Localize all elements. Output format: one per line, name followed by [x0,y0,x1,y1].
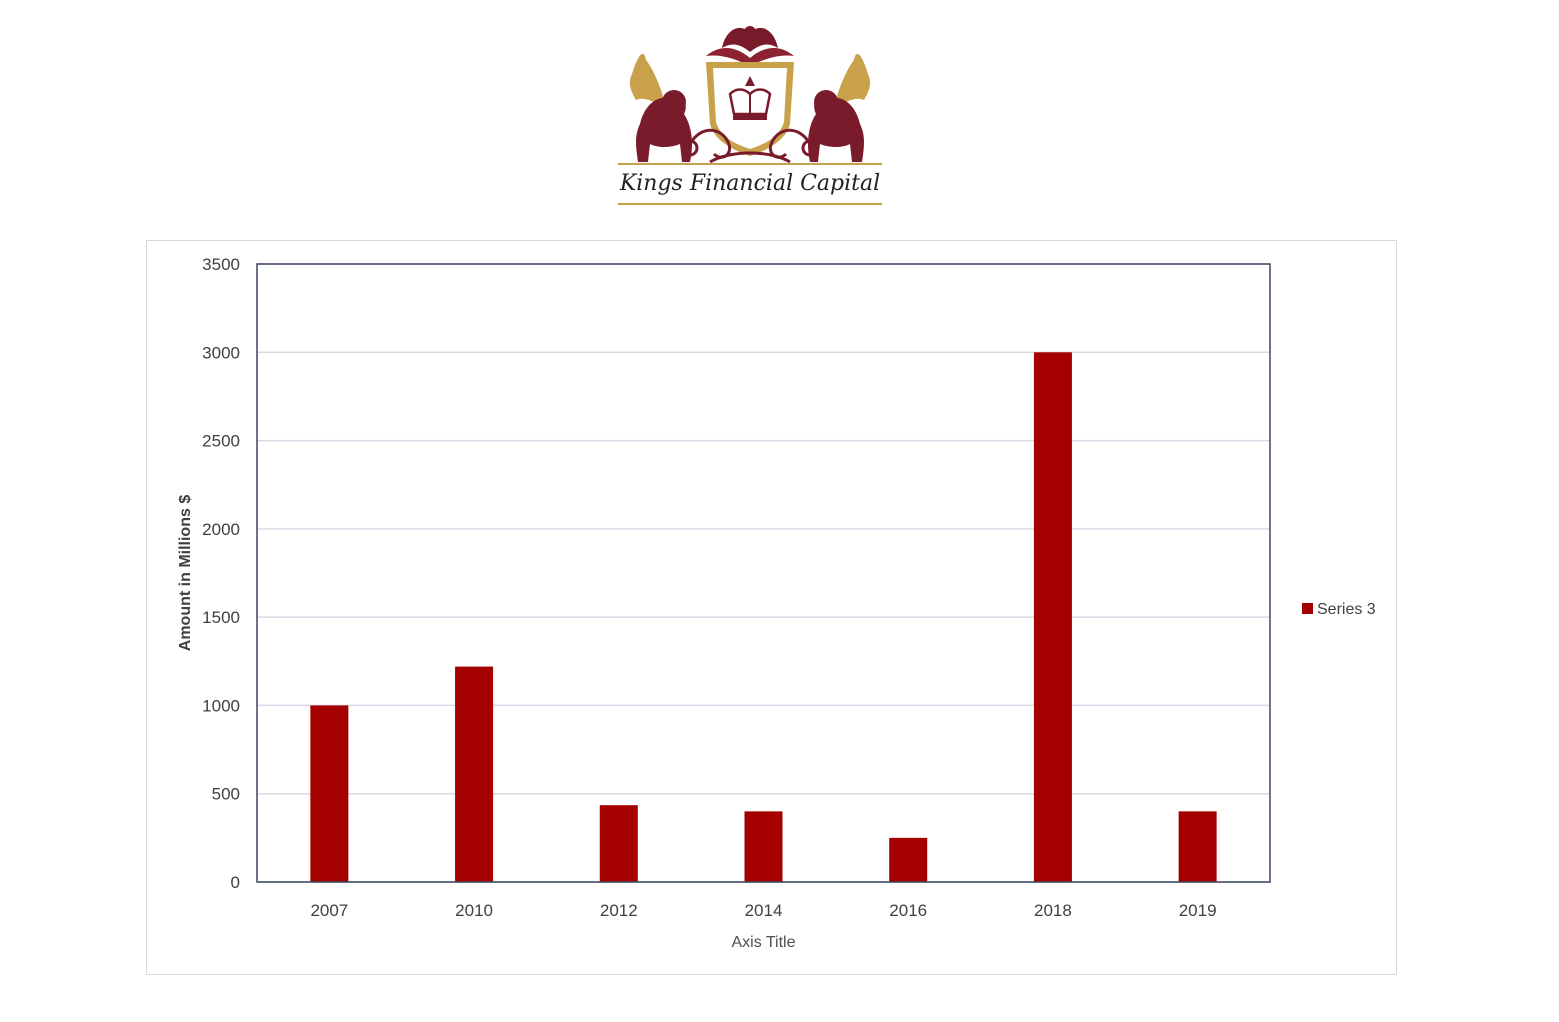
bar-2018 [1033,352,1072,882]
legend-swatch [1302,603,1313,614]
bar-2016 [889,837,928,882]
bar-2012 [599,805,638,882]
kings-financial-capital-logo: Kings Financial Capital [618,26,882,205]
y-tick-label: 1000 [202,696,240,715]
x-tick-label: 2018 [1034,901,1072,920]
legend: Series 3 [1302,601,1376,618]
x-axis-ticks: 2007 2010 2012 2014 2016 2018 2019 [310,901,1216,920]
x-tick-label: 2010 [455,901,493,920]
y-tick-label: 3000 [202,343,240,362]
y-axis-ticks: 0 500 1000 1500 2000 2500 3000 3500 [202,255,240,892]
right-winged-lion-icon [808,53,871,162]
x-tick-label: 2007 [310,901,348,920]
legend-label: Series 3 [1317,601,1376,618]
plot-area-border [256,263,1271,883]
y-tick-label: 1500 [202,608,240,627]
x-tick-label: 2016 [889,901,927,920]
y-tick-label: 2000 [202,520,240,539]
y-tick-label: 3500 [202,255,240,274]
x-tick-label: 2012 [600,901,638,920]
left-winged-lion-icon [629,53,692,162]
x-tick-label: 2019 [1179,901,1217,920]
y-tick-label: 2500 [202,432,240,451]
x-axis-title: Axis Title [731,934,795,951]
bar-2014 [744,811,783,882]
x-tick-label: 2014 [745,901,783,920]
bar-chart: 0 500 1000 1500 2000 2500 3000 3500 2007 2010 201… [177,255,1376,951]
y-tick-label: 0 [231,873,240,892]
y-tick-label: 500 [212,785,240,804]
bars [310,352,1217,882]
bar-2019 [1178,811,1217,882]
chart-frame: 0 500 1000 1500 2000 2500 3000 3500 2007 2010 201… [146,240,1397,975]
gridlines [257,263,1270,883]
y-axis-title: Amount in Millions $ [177,495,194,652]
bar-2007 [310,705,349,882]
bar-2010 [455,666,494,882]
crest-ornament-icon [706,26,794,66]
logo-wordmark: Kings Financial Capital [619,171,880,196]
crown-icon [728,76,772,120]
